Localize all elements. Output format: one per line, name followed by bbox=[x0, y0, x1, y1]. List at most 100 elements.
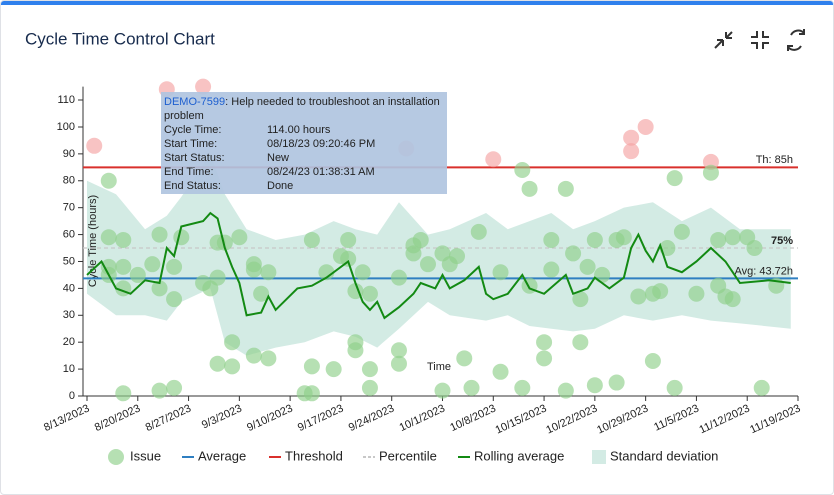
tooltip-value: Done bbox=[267, 180, 294, 192]
issue-point bbox=[492, 363, 509, 380]
x-tick-label: 10/8/2023 bbox=[448, 402, 497, 434]
issue-point bbox=[434, 382, 451, 399]
issue-point bbox=[245, 347, 262, 364]
issue-point bbox=[166, 379, 183, 396]
y-tick-label: 60 bbox=[63, 228, 75, 240]
y-tick-label: 10 bbox=[63, 363, 75, 375]
legend-label: Percentile bbox=[379, 448, 437, 463]
x-tick-label: 9/10/2023 bbox=[245, 402, 294, 434]
y-tick-label: 90 bbox=[63, 148, 75, 160]
issue-point bbox=[303, 358, 320, 375]
issue-point bbox=[666, 170, 683, 187]
issue-point bbox=[340, 250, 357, 267]
issue-point bbox=[100, 172, 117, 189]
issue-point bbox=[579, 258, 596, 275]
issue-point bbox=[666, 379, 683, 396]
issue-point bbox=[245, 261, 262, 278]
issue-point bbox=[318, 264, 335, 281]
tooltip-row: Cycle Time: 114.00 hours bbox=[164, 123, 444, 137]
tooltip-summary: : Help needed to troubleshoot an install… bbox=[164, 96, 440, 122]
issue-point bbox=[195, 78, 212, 95]
issue-point bbox=[623, 129, 640, 146]
tooltip-row: End Status: Done bbox=[164, 179, 444, 193]
legend-label: Threshold bbox=[285, 448, 343, 463]
issue-point bbox=[753, 379, 770, 396]
issue-point bbox=[485, 151, 502, 168]
legend-label: Issue bbox=[130, 448, 161, 463]
tooltip-key[interactable]: DEMO-7599 bbox=[164, 96, 226, 108]
tooltip-label: Cycle Time: bbox=[164, 124, 222, 136]
issue-point bbox=[253, 285, 270, 302]
tooltip-value: New bbox=[267, 152, 290, 164]
reference-label: Th: 85h bbox=[756, 154, 793, 166]
tooltip-value: 08/24/23 01:38:31 AM bbox=[267, 166, 375, 178]
refresh-icon[interactable] bbox=[787, 29, 805, 51]
issue-point bbox=[456, 350, 473, 367]
issue-point bbox=[644, 353, 661, 370]
issue-point bbox=[129, 266, 146, 283]
tooltip-row: Start Status: New bbox=[164, 151, 444, 165]
reference-label: 75% bbox=[771, 235, 793, 247]
shrink-icon[interactable] bbox=[751, 31, 769, 49]
issue-point bbox=[536, 334, 553, 351]
tooltip-label: End Time: bbox=[164, 166, 214, 178]
y-tick-label: 80 bbox=[63, 175, 75, 187]
toolbar-icons[interactable] bbox=[714, 29, 805, 51]
issue-point bbox=[361, 379, 378, 396]
issue-point bbox=[361, 361, 378, 378]
y-axis-label: Cycle Time (hours) bbox=[87, 195, 99, 287]
issue-point bbox=[536, 350, 553, 367]
issue-point bbox=[303, 385, 320, 402]
x-tick-label: 10/29/2023 bbox=[595, 402, 650, 436]
x-tick-label: 9/3/2023 bbox=[200, 402, 244, 431]
issue-point bbox=[390, 355, 407, 372]
legend-swatch bbox=[592, 450, 606, 464]
issue-point bbox=[151, 280, 168, 297]
y-tick-label: 100 bbox=[57, 121, 75, 133]
issue-point bbox=[390, 269, 407, 286]
issue-point bbox=[115, 385, 132, 402]
issue-point bbox=[260, 350, 277, 367]
issue-point bbox=[594, 266, 611, 283]
issue-point bbox=[521, 180, 538, 197]
issue-point bbox=[449, 248, 466, 265]
issue-point bbox=[557, 180, 574, 197]
x-tick-label: 10/1/2023 bbox=[398, 402, 447, 434]
tooltip-label: Start Time: bbox=[164, 138, 218, 150]
tooltip-value: 08/18/23 09:20:46 PM bbox=[267, 138, 376, 150]
issue-point bbox=[463, 379, 480, 396]
collapse-icon[interactable] bbox=[714, 31, 733, 49]
y-tick-label: 40 bbox=[63, 282, 75, 294]
issue-point bbox=[224, 334, 241, 351]
issue-point bbox=[173, 229, 190, 246]
issue-point bbox=[354, 264, 371, 281]
x-tick-label: 8/13/2023 bbox=[42, 402, 91, 434]
issue-point bbox=[543, 231, 560, 248]
issue-point bbox=[572, 291, 589, 308]
issue-point bbox=[586, 377, 603, 394]
issue-point bbox=[209, 269, 226, 286]
issue-point bbox=[325, 361, 342, 378]
x-tick-label: 8/27/2023 bbox=[144, 402, 193, 434]
legend-label: Average bbox=[198, 448, 246, 463]
issue-point bbox=[630, 288, 647, 305]
issue-point bbox=[115, 231, 132, 248]
issue-point bbox=[470, 223, 487, 240]
tooltip-label: Start Status: bbox=[164, 152, 225, 164]
reference-label: Avg: 43.72h bbox=[734, 265, 793, 277]
issue-point bbox=[673, 223, 690, 240]
x-axis-label: Time bbox=[427, 361, 451, 373]
issue-point bbox=[419, 256, 436, 273]
issue-point bbox=[543, 261, 560, 278]
issue-point bbox=[688, 285, 705, 302]
issue-point bbox=[100, 229, 117, 246]
issue-point bbox=[86, 137, 103, 154]
y-tick-label: 0 bbox=[69, 390, 75, 402]
issue-point bbox=[224, 358, 241, 375]
x-tick-label: 11/12/2023 bbox=[697, 402, 751, 436]
x-tick-label: 8/20/2023 bbox=[93, 402, 142, 434]
issue-point bbox=[702, 164, 719, 181]
issue-point bbox=[565, 245, 582, 262]
